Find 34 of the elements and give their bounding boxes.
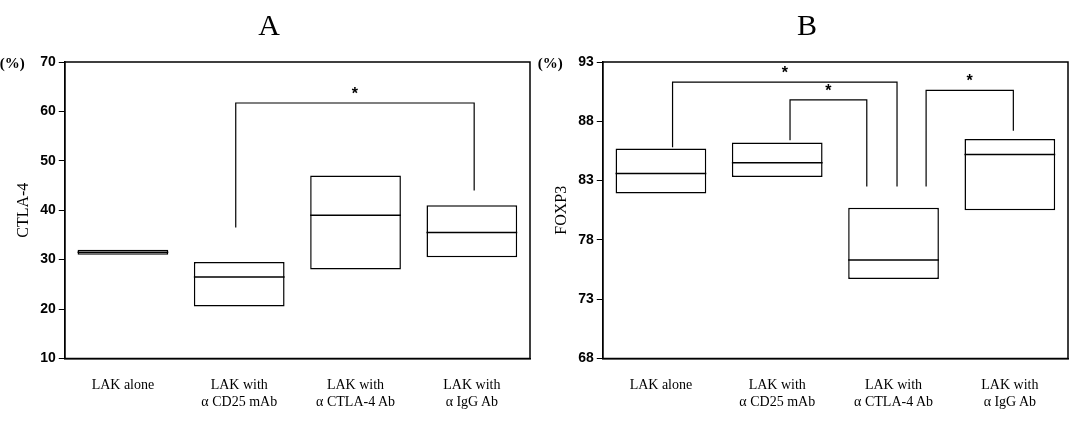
y-tick-label: 20 bbox=[40, 299, 56, 316]
annotation: * bbox=[825, 81, 833, 99]
y-tick-label: 73 bbox=[578, 289, 594, 306]
y-tick-label: 78 bbox=[578, 230, 594, 247]
annotation: * bbox=[966, 72, 974, 90]
x-tick-label: LAK alone bbox=[91, 377, 155, 393]
y-tick-label: 68 bbox=[578, 349, 594, 366]
annotation: * bbox=[781, 64, 789, 82]
x-tick-label: LAK with α CD25 mAb bbox=[739, 377, 816, 410]
y-tick-label: 93 bbox=[578, 52, 594, 69]
y-tick-label: 50 bbox=[40, 151, 56, 168]
y-tick-label: 40 bbox=[40, 201, 56, 218]
significance-bracket: * bbox=[925, 72, 1014, 187]
significance-bracket: * bbox=[789, 81, 868, 187]
y-tick-label: 70 bbox=[40, 52, 56, 69]
y-tick-label: 10 bbox=[40, 349, 56, 366]
annotation: * bbox=[351, 85, 359, 102]
y-axis-title: FOXP3 bbox=[551, 185, 569, 235]
y-tick-label: 83 bbox=[578, 171, 594, 188]
x-tick-label: LAK with α IgG Ab bbox=[443, 377, 501, 410]
text: (%) bbox=[537, 54, 563, 72]
y-tick-label: 30 bbox=[40, 250, 56, 267]
x-tick-label: LAK with α CTLA-4 Ab bbox=[316, 377, 395, 410]
significance-bracket: * bbox=[235, 85, 475, 228]
x-tick-label: LAK with α IgG Ab bbox=[981, 377, 1039, 410]
y-tick-label: 88 bbox=[578, 112, 594, 129]
x-tick-label: LAK alone bbox=[629, 377, 693, 393]
y-axis-title: CTLA-4 bbox=[13, 182, 31, 238]
text: (%) bbox=[0, 54, 25, 72]
y-tick-label: 60 bbox=[40, 102, 56, 119]
chart-title: A bbox=[257, 8, 281, 42]
x-tick-label: LAK with α CD25 mAb bbox=[201, 377, 278, 410]
chart-title: B bbox=[796, 8, 818, 42]
x-tick-label: LAK with α CTLA-4 Ab bbox=[854, 377, 933, 410]
